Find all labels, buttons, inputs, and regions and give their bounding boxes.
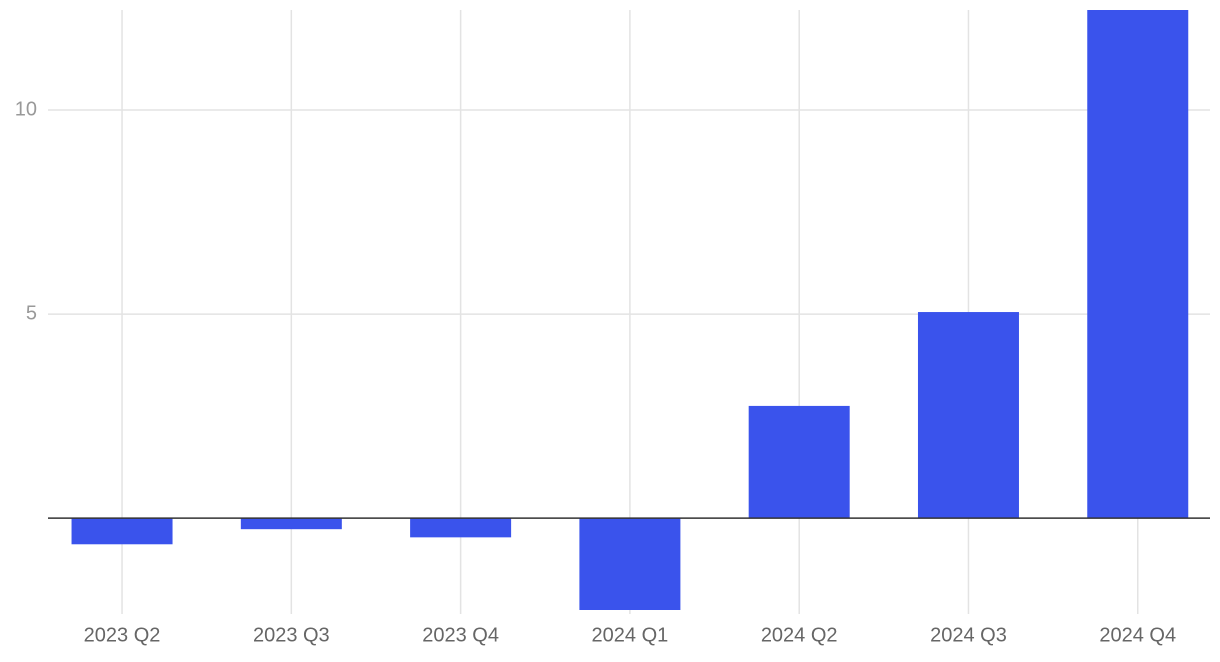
bar xyxy=(917,312,1019,519)
x-tick-label: 2024 Q1 xyxy=(592,624,669,646)
y-tick-label: 10 xyxy=(15,98,37,120)
x-tick-label: 2023 Q2 xyxy=(84,624,161,646)
bar xyxy=(579,518,681,610)
bar xyxy=(1087,10,1189,519)
x-tick-label: 2024 Q3 xyxy=(930,624,1007,646)
x-tick-label: 2024 Q2 xyxy=(761,624,838,646)
bar xyxy=(748,405,850,519)
y-tick-label: 5 xyxy=(26,302,37,324)
bar xyxy=(71,518,173,545)
bar xyxy=(240,518,342,530)
x-tick-label: 2024 Q4 xyxy=(1099,624,1176,646)
bar xyxy=(410,518,512,538)
x-tick-label: 2023 Q4 xyxy=(422,624,499,646)
x-tick-label: 2023 Q3 xyxy=(253,624,330,646)
